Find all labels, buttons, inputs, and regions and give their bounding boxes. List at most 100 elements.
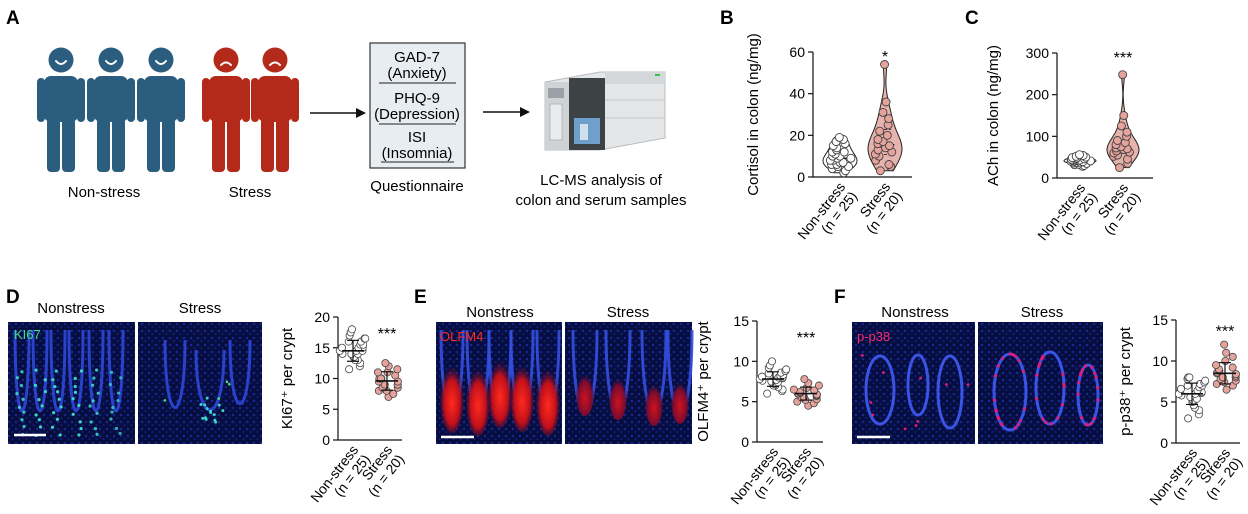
questionnaire-item-name: PHQ-9 bbox=[394, 90, 440, 107]
significance-label: *** bbox=[1216, 324, 1235, 341]
y-axis-title: ACh in colon (ng/mg) bbox=[985, 45, 1002, 186]
data-point bbox=[1231, 370, 1240, 379]
x-tick-label: Stress(n = 20) bbox=[1089, 180, 1143, 237]
data-point bbox=[347, 325, 356, 334]
y-tick-label: 0 bbox=[1160, 435, 1168, 451]
microscopy-images-olfm4 bbox=[436, 322, 694, 444]
nonstress-title: Nonstress bbox=[881, 304, 949, 321]
data-point bbox=[884, 141, 894, 151]
stress-label: Stress bbox=[229, 184, 272, 201]
y-tick-label: 0 bbox=[797, 169, 805, 185]
y-tick-label: 40 bbox=[789, 86, 805, 102]
data-point bbox=[381, 359, 390, 368]
y-tick-label: 10 bbox=[314, 371, 330, 387]
data-point bbox=[1115, 163, 1124, 173]
y-tick-label: 5 bbox=[1160, 394, 1168, 410]
data-point bbox=[881, 97, 891, 107]
x-tick-label: Non-stress(n = 25) bbox=[794, 179, 860, 251]
person-icon bbox=[87, 47, 135, 172]
questionnaire-item-name: ISI bbox=[408, 129, 426, 146]
data-point bbox=[1201, 376, 1210, 385]
data-point bbox=[1112, 136, 1122, 145]
data-point bbox=[882, 130, 892, 140]
questionnaire-item-sub: (Insomnia) bbox=[382, 145, 453, 162]
arrow-icon bbox=[483, 107, 530, 117]
panel-letter-d: D bbox=[6, 287, 20, 308]
y-tick-label: 5 bbox=[322, 401, 330, 417]
data-point bbox=[393, 365, 402, 374]
y-tick-label: 300 bbox=[1026, 45, 1050, 61]
data-point bbox=[782, 365, 791, 374]
questionnaire-item-name: GAD-7 bbox=[394, 49, 440, 66]
data-point bbox=[1177, 384, 1186, 393]
y-tick-label: 20 bbox=[314, 309, 330, 325]
y-tick-label: 15 bbox=[314, 340, 330, 356]
panel-e-images: E Nonstress Stress OLFM4 bbox=[414, 287, 694, 444]
stain-label-p38: p-p38 bbox=[857, 329, 890, 344]
y-tick-label: 200 bbox=[1026, 87, 1050, 103]
panel-letter-b: B bbox=[720, 8, 734, 29]
data-point bbox=[884, 114, 894, 124]
y-tick-label: 0 bbox=[322, 432, 330, 448]
y-tick-label: 15 bbox=[1152, 312, 1168, 328]
data-point bbox=[814, 381, 823, 390]
data-point bbox=[1075, 150, 1084, 160]
y-tick-label: 15 bbox=[733, 313, 749, 329]
stress-title: Stress bbox=[1021, 304, 1064, 321]
y-tick-label: 0 bbox=[741, 434, 749, 450]
microscopy-stress bbox=[138, 322, 262, 444]
lcms-label-line1: LC-MS analysis of bbox=[540, 172, 663, 189]
people-group bbox=[37, 47, 299, 172]
person-icon bbox=[37, 47, 85, 172]
y-tick-label: 20 bbox=[789, 127, 805, 143]
y-tick-label: 100 bbox=[1026, 128, 1050, 144]
x-tick-label: Stress(n = 20) bbox=[1191, 445, 1245, 502]
significance-label: * bbox=[882, 49, 888, 66]
nonstress-title: Nonstress bbox=[466, 304, 534, 321]
data-point bbox=[1220, 340, 1229, 349]
panel-letter-c: C bbox=[965, 8, 979, 29]
data-point bbox=[789, 385, 798, 394]
significance-label: *** bbox=[1114, 50, 1133, 67]
data-point bbox=[846, 153, 856, 163]
panel-letter-e: E bbox=[414, 287, 427, 308]
data-point bbox=[875, 126, 885, 136]
sad-person-icon bbox=[251, 47, 299, 172]
y-axis-title: Cortisol in colon (ng/mg) bbox=[745, 33, 762, 196]
microscopy-images-p38 bbox=[852, 322, 1103, 444]
data-point bbox=[767, 357, 776, 366]
x-tick-label: Stress(n = 20) bbox=[772, 444, 826, 501]
significance-label: *** bbox=[797, 330, 816, 347]
data-point bbox=[345, 365, 354, 374]
arrow-icon bbox=[310, 108, 366, 118]
chart-ach: C 0 100 200 300 ACh in colon (ng/mg) *** Non-s… bbox=[965, 8, 1153, 252]
data-point bbox=[839, 147, 849, 157]
questionnaire-box: GAD-7 (Anxiety) PHQ-9 (Depression) ISI (… bbox=[369, 42, 466, 169]
questionnaire-label: Questionnaire bbox=[370, 178, 463, 195]
microscopy-stress bbox=[565, 322, 694, 444]
y-tick-label: 0 bbox=[1041, 170, 1049, 186]
data-point bbox=[1118, 70, 1128, 80]
data-point bbox=[1122, 127, 1132, 137]
data-point bbox=[1228, 352, 1237, 361]
significance-label: *** bbox=[378, 326, 397, 343]
data-point bbox=[1222, 385, 1231, 394]
non-stress-label: Non-stress bbox=[68, 184, 141, 201]
chart-cortisol: B 0 20 40 60 Cortisol in colon (ng/mg) * Non-s… bbox=[720, 8, 912, 251]
data-point bbox=[1119, 111, 1129, 120]
data-point bbox=[800, 375, 809, 384]
panel-f-images: F Nonstress Stress p-p38 bbox=[834, 287, 1103, 444]
x-tick-label: Stress(n = 20) bbox=[353, 442, 407, 499]
y-tick-label: 10 bbox=[1152, 353, 1168, 369]
x-tick-label: Stress(n = 20) bbox=[851, 179, 905, 236]
panel-d-images: D Nonstress Stress KI67 bbox=[6, 287, 262, 444]
microscopy-nonstress bbox=[852, 322, 975, 444]
data-point bbox=[373, 368, 382, 377]
x-tick-label: Non-stress(n = 25) bbox=[1034, 180, 1100, 252]
data-point bbox=[389, 389, 398, 398]
y-tick-label: 60 bbox=[789, 44, 805, 60]
data-point bbox=[884, 160, 894, 169]
data-point bbox=[1228, 363, 1237, 372]
